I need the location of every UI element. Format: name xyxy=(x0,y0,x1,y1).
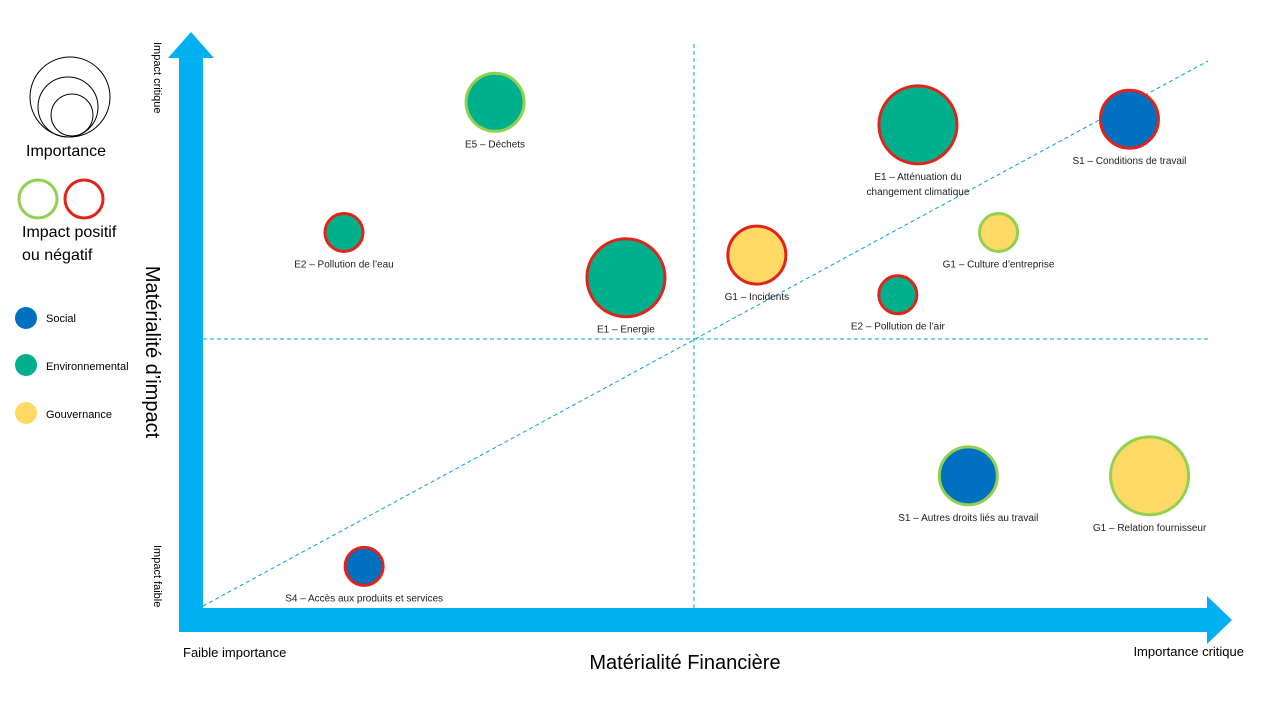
bubble-label: S1 – Autres droits liés au travail xyxy=(898,513,1038,524)
bubble-label-line: G1 – Incidents xyxy=(725,292,789,303)
bubble-label-line: S1 – Autres droits liés au travail xyxy=(898,513,1038,524)
data-point: S1 – Conditions de travail xyxy=(1072,88,1186,167)
category-legend: Social Environnemental Gouvernance xyxy=(15,307,129,424)
bubble-marker xyxy=(343,545,385,587)
bubble-label: G1 – Relation fournisseur xyxy=(1093,523,1207,534)
bubble-label-line: S4 – Accès aux produits et services xyxy=(285,593,443,604)
bubble-marker xyxy=(877,274,919,316)
impact-sign-legend-title-2: ou négatif xyxy=(22,247,93,264)
impact-sign-legend-icon xyxy=(17,178,105,220)
bubble-marker xyxy=(978,211,1020,253)
y-high-label: Impact critique xyxy=(151,42,163,114)
bubble-label-line: E1 – Energie xyxy=(597,325,655,336)
data-point: E5 – Déchets xyxy=(464,71,526,150)
bubble-label: E5 – Déchets xyxy=(465,139,525,150)
bubble-label-line: changement climatique xyxy=(867,187,970,198)
importance-legend-title: Importance xyxy=(26,143,106,160)
legend-swatch-social xyxy=(15,307,37,329)
x-low-label: Faible importance xyxy=(183,645,286,660)
bubble-marker xyxy=(464,71,526,133)
bubble-label-line: S1 – Conditions de travail xyxy=(1072,156,1186,167)
data-point: E1 – Energie xyxy=(585,237,667,336)
x-axis-arrow xyxy=(179,596,1232,644)
impact-sign-legend-title-1: Impact positif xyxy=(22,224,117,241)
y-axis-title: Matérialité d’impact xyxy=(141,266,163,439)
x-high-label: Importance critique xyxy=(1133,644,1244,659)
bubble-marker xyxy=(1098,88,1160,150)
legend-swatch-governance xyxy=(15,402,37,424)
bubble-marker xyxy=(877,84,959,166)
bubble-label: E1 – Energie xyxy=(597,325,655,336)
bubble-label: E2 – Pollution de l’eau xyxy=(294,259,394,270)
bubble-label: G1 – Culture d’entreprise xyxy=(943,259,1055,270)
bubble-label: S4 – Accès aux produits et services xyxy=(285,593,443,604)
data-point: E2 – Pollution de l’eau xyxy=(294,211,394,270)
bubble-label-line: E2 – Pollution de l’air xyxy=(851,322,946,333)
data-point: G1 – Relation fournisseur xyxy=(1093,435,1207,534)
bubble-label-line: E2 – Pollution de l’eau xyxy=(294,259,394,270)
bubble-marker xyxy=(323,211,365,253)
y-axis-arrow xyxy=(168,32,214,631)
bubble-marker xyxy=(585,237,667,319)
bubble-label-line: E5 – Déchets xyxy=(465,139,525,150)
legend-label-environmental: Environnemental xyxy=(46,361,129,373)
bubble-label: E2 – Pollution de l’air xyxy=(851,322,946,333)
data-point: S4 – Accès aux produits et services xyxy=(285,545,443,604)
diagonal-line xyxy=(202,60,1209,607)
bubble-label-line: E1 – Atténuation du xyxy=(874,172,961,183)
data-point: G1 – Culture d’entreprise xyxy=(943,211,1055,270)
legend-label-social: Social xyxy=(46,313,76,325)
data-point: G1 – Incidents xyxy=(725,224,789,303)
legend-label-governance: Gouvernance xyxy=(46,409,112,421)
bubble-marker xyxy=(937,445,999,507)
bubble-label: S1 – Conditions de travail xyxy=(1072,156,1186,167)
data-point: S1 – Autres droits liés au travail xyxy=(898,445,1038,524)
data-point: E1 – Atténuation du changement climatique xyxy=(867,84,970,198)
bubble-label: G1 – Incidents xyxy=(725,292,789,303)
x-axis-title: Matérialité Financière xyxy=(589,652,780,674)
importance-legend-icon xyxy=(29,56,111,138)
data-points: E5 – Déchets E1 – Atténuation du changemen… xyxy=(285,71,1207,604)
bubble-label-line: G1 – Relation fournisseur xyxy=(1093,523,1207,534)
legend-swatch-environmental xyxy=(15,354,37,376)
y-low-label: Impact faible xyxy=(151,545,163,607)
bubble-marker xyxy=(726,224,788,286)
data-point: E2 – Pollution de l’air xyxy=(851,274,946,333)
bubble-marker xyxy=(1109,435,1191,517)
bubble-label-line: G1 – Culture d’entreprise xyxy=(943,259,1055,270)
bubble-label: E1 – Atténuation du changement climatique xyxy=(867,172,970,198)
